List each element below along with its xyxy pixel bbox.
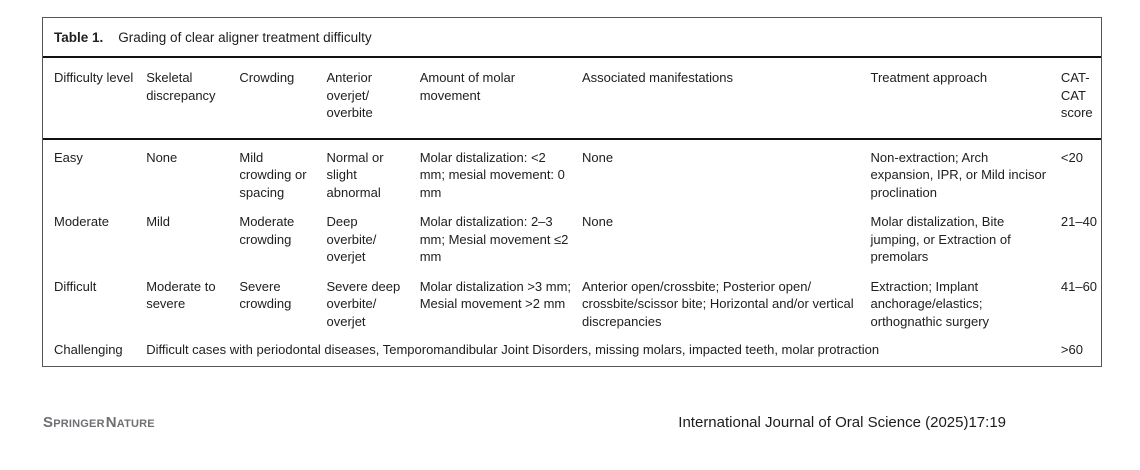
cell-associated-manifestations: None (581, 214, 614, 229)
cell-molar-movement: Molar distalization: 2–3 mm; Mesial move… (419, 214, 569, 264)
cell-treatment-approach: Non-extraction; Arch expansion, IPR, or … (870, 149, 1047, 200)
difficulty-grading-table: Difficulty level Skeletal discrepancy Cr… (43, 58, 1101, 366)
cell-difficulty-level: Challenging (54, 342, 123, 357)
cell-treatment-approach: Extraction; Implant anchorage/elastics; … (870, 278, 990, 329)
cell-cat-cat-score: <20 (1060, 149, 1083, 165)
logo-word-springer: Springer (43, 414, 105, 431)
header-row: Difficulty level Skeletal discrepancy Cr… (43, 58, 1101, 140)
table-row-moderate: Moderate Mild Moderate crowding Deep ove… (43, 206, 1101, 271)
logo-word-nature: Nature (105, 414, 155, 431)
table-row-difficult: Difficult Moderate to severe Severe crow… (43, 271, 1101, 336)
journal-reference: International Journal of Oral Science (2… (678, 414, 1006, 431)
table-caption: Table 1. Grading of clear aligner treatme… (43, 18, 1101, 58)
cell-crowding: Severe crowding (239, 278, 292, 312)
cell-difficulty-level: Difficult (54, 278, 97, 294)
table-1-card: Table 1. Grading of clear aligner treatme… (42, 17, 1102, 367)
column-header-difficulty-level: Difficulty level (43, 58, 147, 140)
cell-cat-cat-score: >60 (1060, 342, 1083, 357)
column-header-crowding: Crowding (239, 58, 327, 140)
column-header-cat-cat-score: CAT-CAT score (1060, 58, 1101, 140)
cell-crowding: Moderate crowding (239, 214, 295, 247)
column-header-amount-of-molar-movement: Amount of molar movement (419, 58, 582, 140)
cell-cat-cat-score: 41–60 (1060, 278, 1098, 294)
column-header-skeletal-discrepancy: Skeletal discrepancy (146, 58, 240, 140)
page-footer: SpringerNature International Journal of … (0, 413, 1140, 435)
table-title: Grading of clear aligner treatment diffi… (118, 30, 372, 45)
table-label: Table 1. (54, 30, 104, 45)
cell-associated-manifestations: None (581, 149, 614, 165)
cell-difficulty-level: Easy (54, 149, 83, 165)
table-row-easy: Easy None Mild crowding or spacing Norma… (43, 139, 1101, 207)
cell-anterior-overjet-overbite: Severe deep overbite/ overjet (326, 278, 401, 329)
column-header-treatment-approach: Treatment approach (870, 58, 1061, 140)
springer-nature-logo: SpringerNature (43, 415, 156, 430)
cell-crowding: Mild crowding or spacing (239, 149, 307, 200)
column-header-anterior-overjet-overbite: Anterior overjet/ overbite (326, 58, 420, 140)
table-row-challenging: Challenging Difficult cases with periodo… (43, 335, 1101, 366)
cell-molar-movement: Molar distalization: <2 mm; mesial movem… (419, 149, 565, 200)
cell-skeletal-discrepancy: None (146, 149, 178, 165)
cell-anterior-overjet-overbite: Normal or slight abnormal (326, 149, 384, 200)
cell-difficulty-level: Moderate (54, 214, 109, 229)
cell-skeletal-discrepancy: Mild (146, 214, 171, 229)
cell-challenging-description: Difficult cases with periodontal disease… (146, 342, 880, 357)
cell-molar-movement: Molar distalization >3 mm; Mesial moveme… (419, 278, 572, 312)
cell-skeletal-discrepancy: Moderate to severe (146, 278, 216, 312)
cell-treatment-approach: Molar distalization, Bite jumping, or Ex… (870, 214, 1011, 264)
cell-anterior-overjet-overbite: Deep overbite/ overjet (326, 214, 377, 264)
cell-associated-manifestations: Anterior open/crossbite; Posterior open/… (581, 278, 854, 329)
cell-cat-cat-score: 21–40 (1060, 214, 1098, 229)
column-header-associated-manifestations: Associated manifestations (581, 58, 871, 140)
